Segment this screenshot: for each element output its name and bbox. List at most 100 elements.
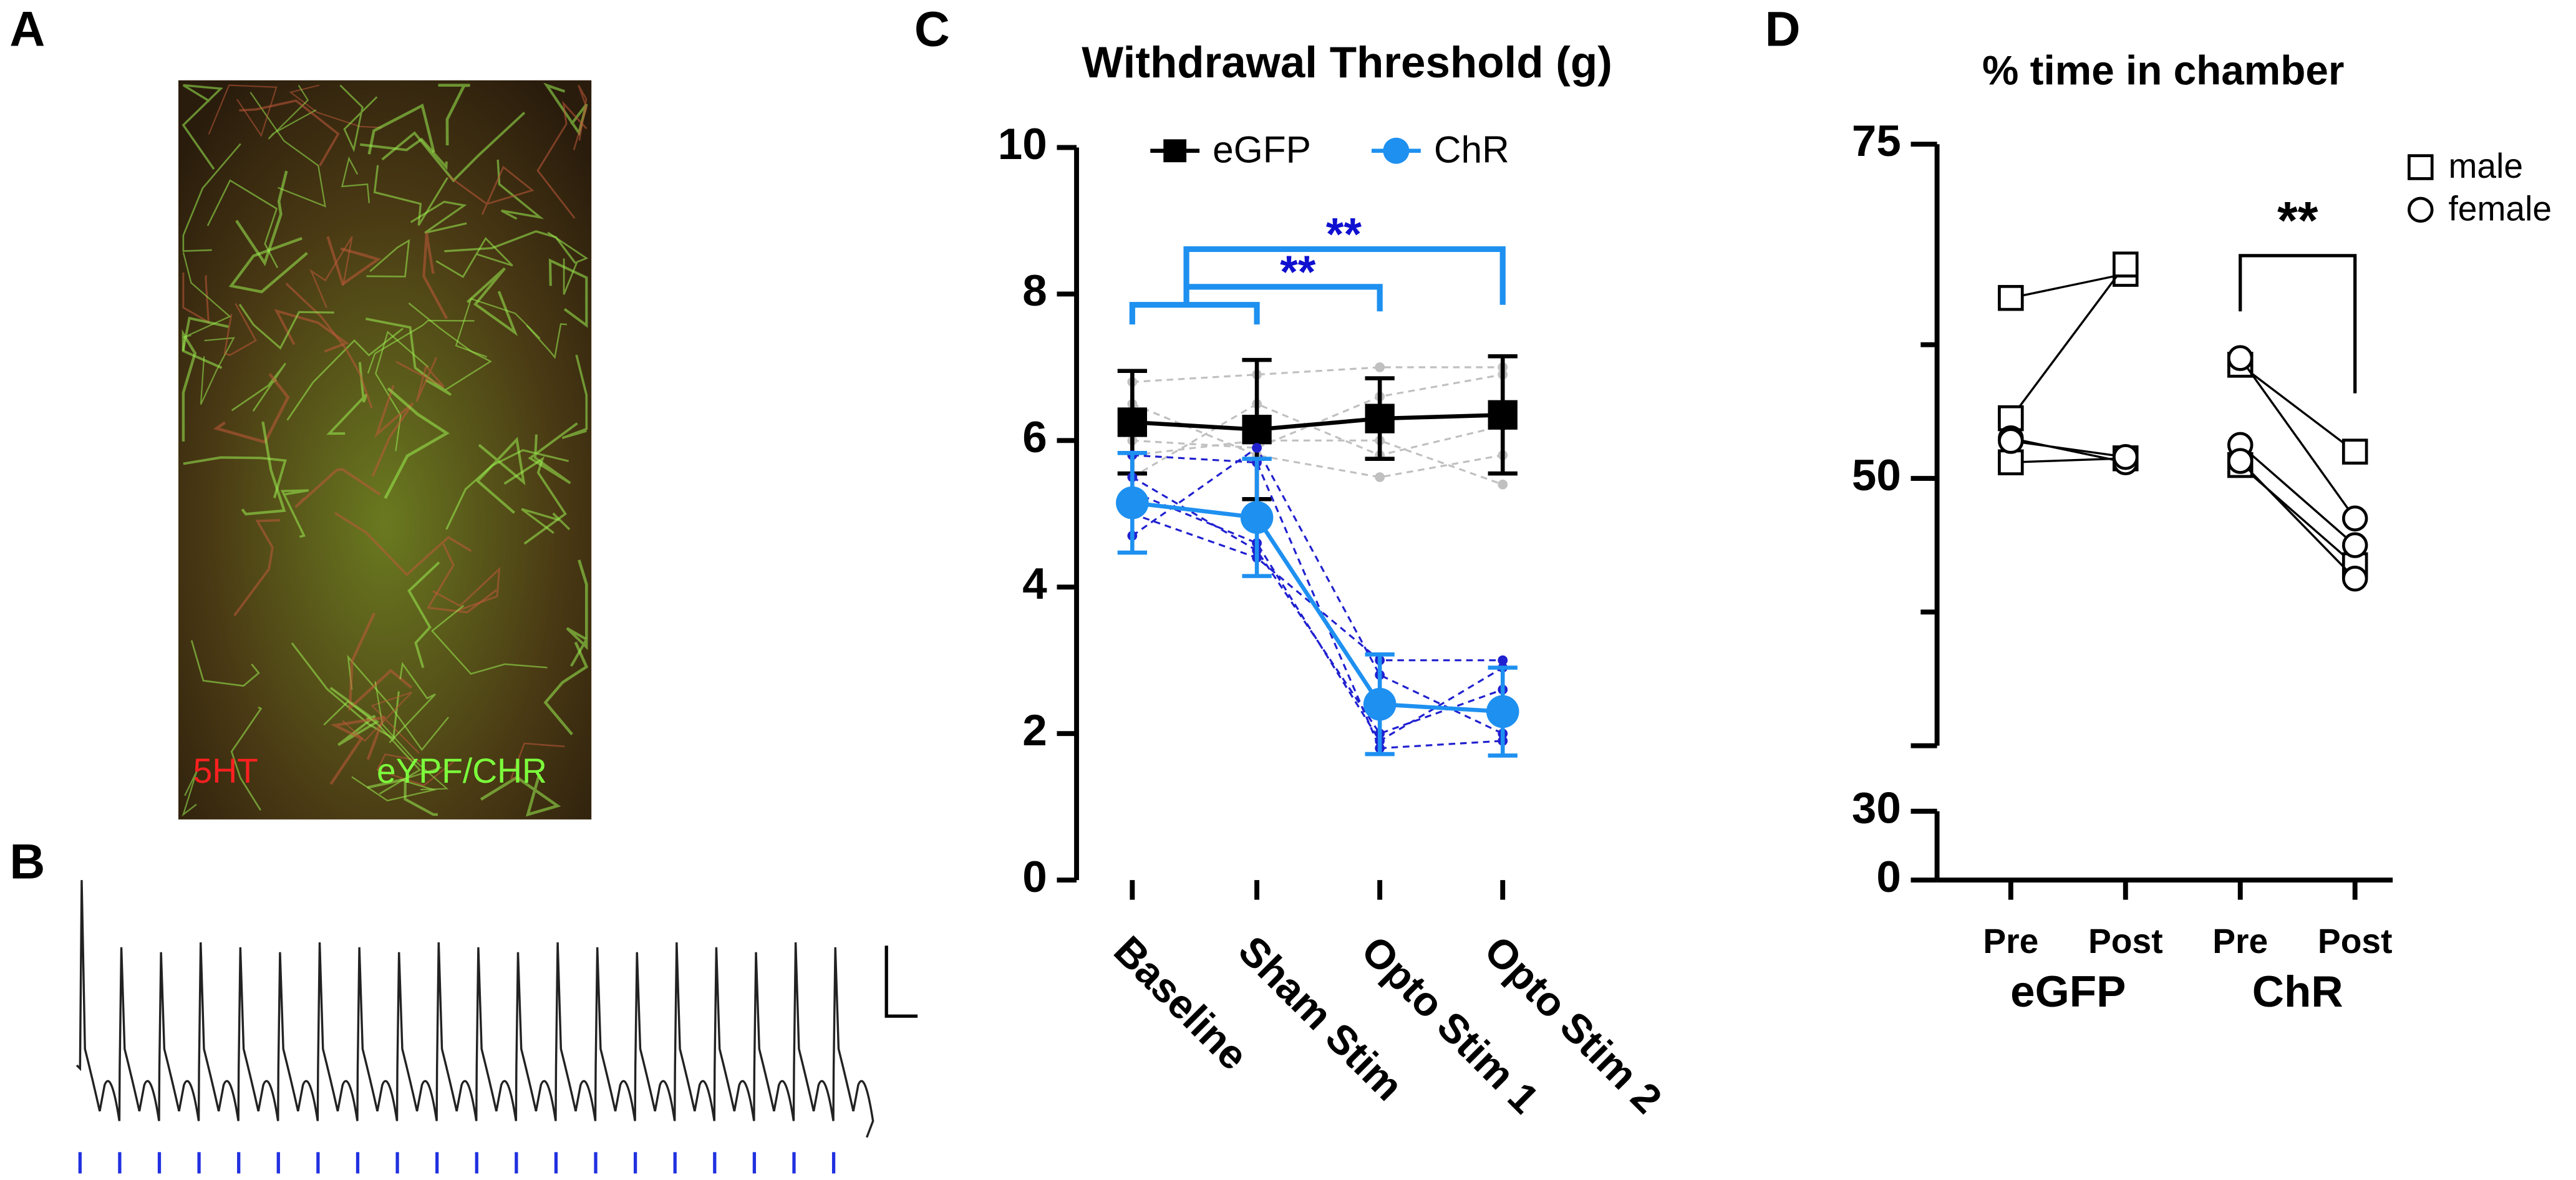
significance-label: ** [1280,246,1316,297]
fiber [410,200,467,234]
fiber [342,691,420,754]
fiber [182,143,241,252]
individual-point [1375,362,1385,372]
micrograph-fibers [182,82,589,817]
legend-label: male [2448,147,2523,185]
fiber [367,103,435,155]
image-label: 5HT [193,752,258,790]
mean-marker [1242,415,1272,445]
mean-marker [1240,501,1274,534]
individual-point [1375,472,1385,482]
fiber [371,385,414,477]
fiber [347,654,449,752]
subject-marker [2341,565,2368,592]
fiber [268,85,317,140]
fiber [466,267,518,337]
fiber [503,456,567,545]
individual-line [1132,366,1503,383]
individual-line [1131,403,1503,478]
subject-marker [2408,154,2434,180]
individual-line [1131,446,1503,735]
fiber [407,561,440,669]
fiber [223,302,257,356]
individual-point [1498,479,1508,490]
voltage-trace [75,880,874,1138]
y-tick-label: 0 [1876,853,1901,902]
fiber [395,357,445,402]
fiber [182,770,198,817]
individual-line [1132,454,1503,750]
y-tick-label: 50 [1852,451,1901,500]
subject-marker [2341,438,2368,465]
fiber [182,316,229,369]
group-label: ChR [2252,967,2343,1017]
fiber [329,715,386,785]
individual-line [1132,374,1503,449]
fiber [547,231,589,295]
individual-line [1131,476,1503,735]
legend-label: ChR [1434,128,1509,170]
fiber [351,767,442,802]
mean-marker [1363,687,1397,721]
fiber [435,236,513,278]
subject-line [2239,444,2356,546]
plots: Withdrawal Threshold (g)0246810BaselineS… [998,38,2552,1122]
subject-line [2010,437,2126,463]
x-tick-label: Post [2088,922,2163,960]
mean-marker [1116,486,1149,520]
subject-marker [2227,448,2254,474]
y-tick-label: 8 [1022,266,1047,316]
fiber [182,329,197,442]
fiber [239,99,340,167]
fiber [373,165,448,226]
legend-marker [1383,137,1410,164]
fiber [286,327,404,421]
x-tick-label: Pre [1983,922,2038,960]
chart-title: % time in chamber [1982,48,2344,94]
fiber [448,165,535,215]
significance-bracket [1129,246,1506,325]
y-tick-label: 0 [1022,853,1047,902]
subject-marker [2113,443,2139,470]
fiber [208,84,278,137]
fiber [375,331,429,452]
fiber [480,773,561,817]
subject-marker [2113,251,2139,278]
fiber [548,258,588,328]
fiber [367,319,475,374]
subject-line [2010,264,2127,419]
panel-label: D [1765,1,1801,56]
x-tick-label: Post [2318,922,2393,960]
individual-point [1252,443,1262,453]
individual-line [1131,513,1503,662]
individual-point [1498,655,1508,665]
fiber [432,566,501,612]
x-tick-label: Baseline [1105,927,1257,1079]
y-tick-label: 30 [1852,783,1901,833]
subject-marker [2341,505,2368,532]
fiber [374,681,449,791]
fiber [294,468,381,508]
y-tick-label: 10 [998,120,1047,169]
mean-marker [1365,404,1395,433]
legend-label: female [2448,190,2552,228]
fiber [323,700,422,795]
fiber [536,100,588,219]
fiber [475,437,526,514]
fiber [426,543,498,614]
significance-label: ** [2277,191,2318,249]
panel-label: C [914,1,950,56]
scale-bar [884,945,918,1018]
fiber [430,605,548,675]
y-tick-label: 4 [1022,559,1047,609]
fiber [348,612,413,712]
individual-line [1132,439,1503,486]
fiber [341,156,370,203]
subject-marker [2408,196,2434,223]
fiber [241,421,286,516]
fiber [309,236,353,308]
fiber [438,84,470,146]
fiber [200,337,235,405]
fiber [249,92,326,208]
